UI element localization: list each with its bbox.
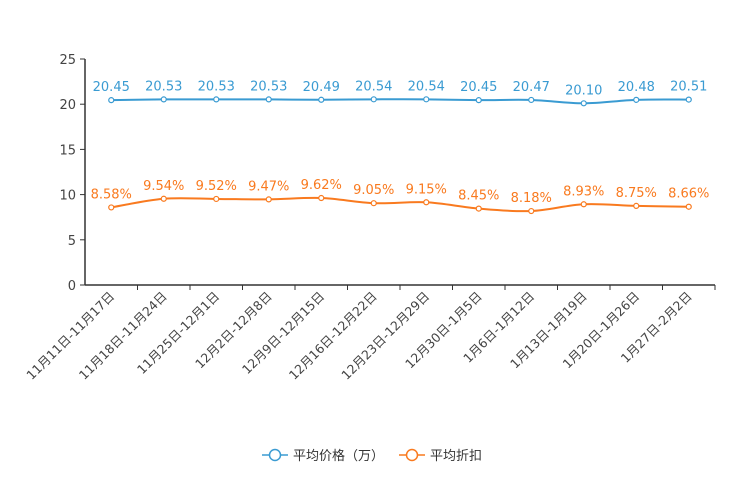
x-tick-label: 12月16日-12月22日 [286,289,380,383]
y-tick-label: 0 [68,279,76,294]
data-point [213,195,220,203]
data-point [685,96,692,103]
data-label: 20.53 [250,79,287,94]
data-point [685,203,692,210]
data-point [318,194,325,202]
y-tick-label: 15 [59,143,76,158]
data-point [265,96,272,103]
data-point [160,96,167,103]
data-label: 20.53 [198,79,235,94]
data-label: 8.18% [511,191,552,206]
data-point [475,97,482,104]
data-point [423,199,430,206]
data-label: 9.54% [143,179,184,194]
data-label: 20.54 [408,79,445,94]
data-point [160,195,167,202]
data-point [528,207,535,215]
data-point [370,96,377,103]
data-label: 8.93% [563,184,604,199]
x-tick-label: 11月18日-11月24日 [76,289,170,383]
data-label: 8.58% [91,187,132,202]
data-label: 9.62% [301,178,342,193]
data-label: 20.48 [618,80,655,95]
data-label: 9.05% [353,183,394,198]
data-point [265,196,272,203]
legend-label: 平均价格（万） [293,448,384,464]
legend-marker-1 [405,448,419,462]
y-tick-label: 10 [59,189,76,204]
data-label: 20.49 [303,80,340,95]
legend-marker-0 [268,448,282,462]
data-label: 20.53 [145,79,182,94]
data-label: 9.15% [406,182,447,197]
data-point [423,96,430,103]
data-point [318,96,325,103]
y-tick-label: 5 [68,234,76,249]
x-tick-label: 11月11日-11月17日 [23,289,117,383]
data-point [370,200,377,207]
data-label: 8.66% [668,187,709,202]
data-label: 8.45% [458,189,499,204]
data-label: 9.47% [248,179,289,194]
data-label: 9.52% [196,179,237,194]
data-point [475,205,482,212]
y-tick-label: 20 [59,98,76,113]
data-label: 20.45 [460,80,497,95]
data-point [633,96,640,103]
y-tick-label: 25 [59,53,76,68]
data-point [108,97,115,104]
data-label: 8.75% [616,186,657,201]
data-point [528,96,535,104]
data-point [580,100,587,107]
series-line-1 [111,196,689,213]
legend-label: 平均折扣 [430,449,482,464]
data-label: 20.10 [565,83,602,98]
data-label: 20.47 [513,80,550,95]
data-point [213,96,220,103]
data-point [108,204,115,211]
x-tick-label: 12月23日-12月29日 [338,289,432,383]
data-label: 20.54 [355,79,392,94]
series-line-0 [111,98,689,105]
data-label: 20.45 [93,80,130,95]
data-point [580,201,587,208]
data-label: 20.51 [670,80,707,95]
data-point [633,202,640,209]
